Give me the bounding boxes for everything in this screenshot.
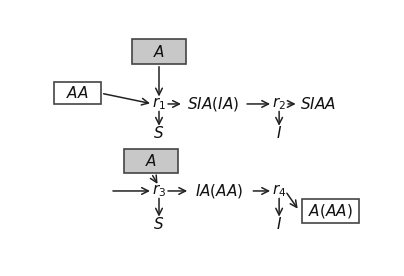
Text: $A$: $A$ bbox=[153, 44, 165, 60]
Text: $r_2$: $r_2$ bbox=[272, 95, 286, 112]
Text: $S$: $S$ bbox=[154, 216, 164, 232]
Text: $IA(AA)$: $IA(AA)$ bbox=[195, 182, 244, 200]
Text: $r_4$: $r_4$ bbox=[272, 183, 286, 199]
Text: $I$: $I$ bbox=[276, 125, 282, 141]
FancyBboxPatch shape bbox=[124, 148, 179, 173]
Text: $r_1$: $r_1$ bbox=[152, 95, 166, 112]
Text: $SIA(IA)$: $SIA(IA)$ bbox=[187, 95, 239, 113]
Text: $AA$: $AA$ bbox=[66, 85, 89, 101]
FancyBboxPatch shape bbox=[55, 83, 101, 104]
Text: $A(AA)$: $A(AA)$ bbox=[308, 202, 353, 220]
Text: $A$: $A$ bbox=[145, 153, 157, 169]
Text: $SIAA$: $SIAA$ bbox=[300, 96, 336, 112]
Text: $I$: $I$ bbox=[276, 216, 282, 232]
FancyBboxPatch shape bbox=[302, 199, 359, 223]
FancyBboxPatch shape bbox=[132, 39, 186, 64]
Text: $r_3$: $r_3$ bbox=[152, 183, 166, 199]
Text: $S$: $S$ bbox=[154, 125, 164, 141]
